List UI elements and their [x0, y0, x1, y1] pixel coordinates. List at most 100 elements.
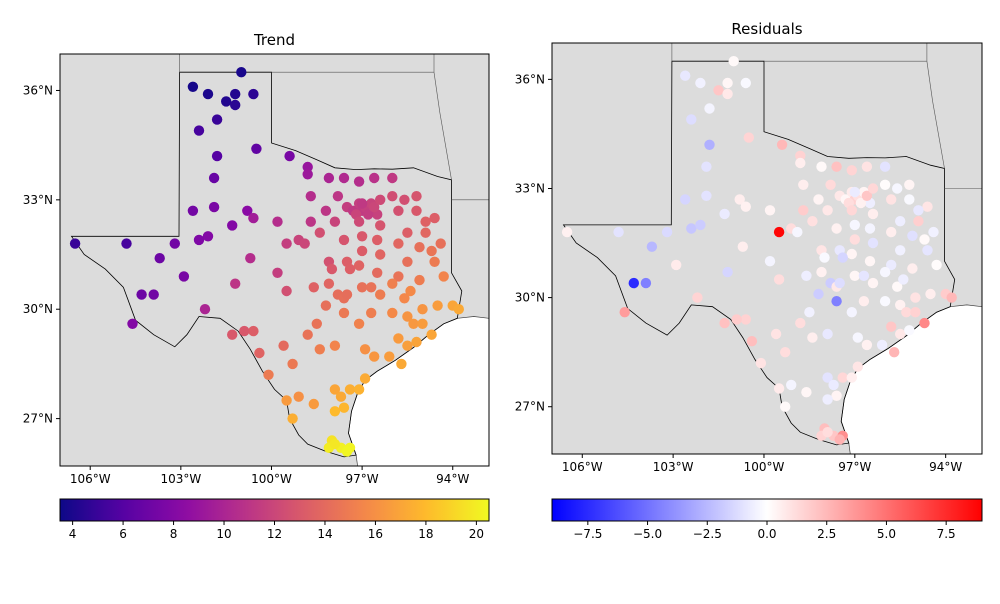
station-point	[837, 252, 848, 263]
station-point	[375, 289, 386, 300]
station-point	[813, 288, 824, 300]
station-point	[411, 336, 422, 348]
station-point	[363, 209, 374, 220]
station-point	[353, 260, 365, 271]
station-point	[387, 307, 398, 319]
y-tick-label: 33°N	[515, 181, 545, 195]
station-point	[387, 278, 398, 289]
station-point	[251, 143, 262, 154]
station-point	[411, 205, 422, 216]
station-point	[429, 256, 440, 267]
station-point	[405, 285, 416, 297]
station-point	[928, 226, 939, 238]
station-point	[737, 241, 748, 252]
station-point	[846, 248, 857, 260]
station-point	[281, 238, 292, 249]
station-point	[867, 277, 879, 289]
station-point	[646, 241, 658, 252]
station-point	[686, 223, 697, 234]
station-point	[369, 351, 380, 362]
station-point	[239, 325, 250, 337]
station-point	[332, 191, 344, 202]
station-point	[248, 212, 259, 224]
station-point	[69, 238, 81, 249]
colorbar-tick-label: 20	[469, 527, 484, 541]
station-point	[822, 205, 833, 216]
state-border	[433, 72, 452, 180]
station-point	[393, 271, 404, 282]
station-point	[323, 172, 335, 184]
colorbar: −7.5 −5.0 −2.5 0.0 2.5 5.0 7.5	[551, 498, 983, 541]
station-point	[341, 446, 353, 457]
colorbar-tick-label: 16	[368, 527, 383, 541]
colorbar-tick-label: 5.0	[877, 527, 896, 541]
station-point	[227, 220, 238, 231]
station-point	[236, 67, 247, 78]
x-tick-label: 94°W	[436, 472, 469, 486]
station-point	[248, 88, 259, 100]
colorbar-bar	[551, 498, 983, 522]
station-point	[230, 88, 241, 100]
station-point	[892, 281, 903, 292]
station-point	[825, 179, 836, 190]
station-point	[695, 219, 706, 231]
station-point	[242, 205, 253, 216]
station-point	[822, 372, 833, 383]
station-point	[867, 208, 879, 220]
station-point	[314, 227, 325, 238]
station-point	[387, 172, 398, 184]
station-point	[907, 230, 918, 241]
station-point	[366, 282, 377, 293]
station-point	[408, 318, 419, 329]
station-point	[895, 328, 906, 340]
station-point	[230, 99, 241, 111]
station-point	[795, 150, 806, 161]
x-tick-label: 94°W	[929, 460, 962, 474]
station-point	[671, 259, 682, 271]
station-point	[846, 165, 857, 176]
station-point	[426, 329, 437, 340]
station-point	[919, 234, 930, 245]
colorbar: 4 6 8 10 12 14 16 18 20	[59, 498, 490, 541]
station-point	[773, 274, 785, 285]
station-point	[786, 379, 797, 391]
station-point	[846, 307, 857, 318]
station-point	[429, 212, 440, 224]
station-point	[353, 176, 365, 187]
station-point	[417, 318, 428, 329]
station-point	[308, 282, 319, 293]
plot-frame	[551, 42, 983, 455]
station-point	[743, 132, 754, 143]
station-point	[420, 216, 431, 227]
station-point	[822, 427, 833, 438]
station-point	[731, 314, 742, 325]
station-point	[420, 227, 431, 238]
station-point	[680, 194, 691, 205]
station-point	[861, 339, 873, 351]
station-point	[879, 266, 891, 278]
station-point	[387, 191, 398, 202]
station-point	[411, 191, 422, 202]
station-point	[692, 292, 703, 303]
station-point	[904, 194, 915, 205]
station-point	[263, 369, 274, 380]
station-point	[628, 277, 639, 289]
station-point	[704, 139, 715, 150]
station-point	[353, 216, 365, 227]
station-point	[384, 351, 395, 362]
y-tick-label: 30°N	[23, 302, 53, 316]
station-point	[910, 307, 921, 318]
station-point	[329, 340, 341, 351]
station-point	[780, 347, 791, 358]
station-point	[329, 438, 341, 450]
station-point	[432, 300, 443, 311]
station-point	[438, 271, 449, 282]
station-point	[356, 198, 368, 209]
station-point	[302, 169, 313, 180]
station-point	[211, 150, 223, 162]
station-point	[852, 361, 863, 372]
station-point	[895, 216, 906, 227]
station-point	[846, 372, 857, 383]
station-point	[613, 226, 624, 238]
